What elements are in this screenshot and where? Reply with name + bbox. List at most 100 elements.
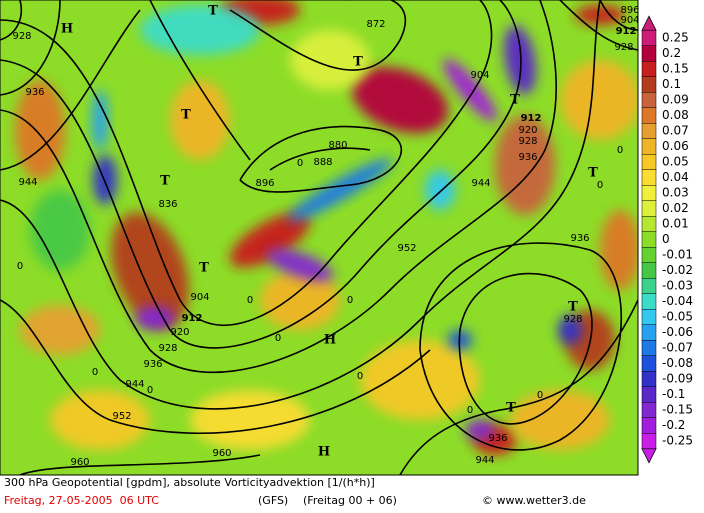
field-blob [465, 420, 495, 440]
contour-label: 936 [25, 87, 44, 98]
contour-label: 952 [397, 243, 416, 254]
contour-line [399, 299, 638, 475]
field-blob [600, 210, 638, 290]
colorbar-label: -0.03 [662, 279, 693, 293]
colorbar-swatch [641, 107, 657, 124]
colorbar-swatch [641, 355, 657, 372]
contour-label: 0 [92, 367, 98, 378]
colorbar-swatch [641, 340, 657, 356]
field-blob [510, 390, 610, 450]
caption-model: (GFS) [258, 494, 288, 507]
colorbar-label: 0 [662, 232, 670, 246]
colorbar-swatch [641, 92, 657, 108]
field-blob [360, 340, 480, 420]
contour-label: 912 [182, 313, 203, 324]
contour-label: 0 [537, 390, 543, 401]
field-blob [50, 390, 150, 450]
pressure-center: H [61, 22, 73, 37]
colorbar-swatch [641, 417, 657, 434]
contour-label: 0 [467, 405, 473, 416]
colorbar-label: 0.08 [662, 108, 689, 122]
pressure-center: T [208, 4, 218, 19]
contour-line [149, 0, 251, 161]
pressure-center: T [506, 401, 516, 416]
geopotential-contours [0, 0, 638, 475]
colorbar-label: -0.01 [662, 248, 693, 262]
contour-label: 928 [518, 136, 537, 147]
field-blob [111, 212, 189, 328]
colorbar-label: 0.01 [662, 217, 689, 231]
contour-line [269, 147, 371, 171]
colorbar: 0.250.2 0.150.1 0.090.08 0.070.06 0.050.04 0.… [641, 15, 693, 464]
contour-line [0, 0, 61, 96]
field-blob [443, 58, 497, 122]
contour-label: 888 [313, 157, 332, 168]
caption-run: (Freitag 00 + 06) [303, 494, 397, 507]
field-blob [266, 248, 334, 282]
colorbar-label: -0.05 [662, 310, 693, 324]
caption-copyright: © www.wetter3.de [482, 494, 586, 507]
colorbar-label: 0.05 [662, 155, 689, 169]
contour-label: 0 [297, 158, 303, 169]
contour-label: 960 [70, 457, 89, 468]
contour-label: 0 [617, 145, 623, 156]
caption: 300 hPa Geopotential [gpdm], absolute Vo… [4, 476, 586, 507]
pressure-center: T [353, 55, 363, 70]
contour-label: 904 [620, 15, 639, 26]
contour-label: 960 [212, 448, 231, 459]
contour-line [229, 0, 407, 71]
colorbar-arrow-top [641, 15, 657, 31]
contour-line [0, 0, 22, 41]
pressure-center: T [160, 174, 170, 189]
vorticity-field [0, 0, 638, 475]
contour-label: 928 [563, 314, 582, 325]
contour-label: 928 [614, 42, 633, 53]
field-blob [230, 212, 310, 268]
contour-label: 936 [143, 359, 162, 370]
colorbar-swatch [641, 216, 657, 232]
field-blob [15, 80, 65, 180]
contour-line [559, 0, 638, 51]
contour-label: 944 [471, 178, 490, 189]
colorbar-label: 0.07 [662, 124, 689, 138]
contour-label: 936 [518, 152, 537, 163]
field-blob [351, 67, 449, 133]
field-blob [260, 270, 340, 330]
colorbar-label: -0.15 [662, 403, 693, 417]
contour-label: 920 [170, 327, 189, 338]
contour-label: 836 [158, 199, 177, 210]
contour-label: 0 [275, 333, 281, 344]
map-frame [0, 0, 639, 476]
contour-label: 896 [255, 178, 274, 189]
contour-label: 912 [616, 26, 637, 37]
colorbar-label: -0.07 [662, 341, 693, 355]
contour-label: 944 [125, 379, 144, 390]
colorbar-swatch [641, 45, 657, 62]
contour-label: 928 [158, 343, 177, 354]
colorbar-swatch [641, 293, 657, 310]
contour-label: 952 [112, 411, 131, 422]
colorbar-label: 0.09 [662, 93, 689, 107]
caption-date: Freitag, 27-05-2005 06 UTC [4, 494, 159, 507]
contour-label: 936 [488, 433, 507, 444]
contour-label: 0 [17, 261, 23, 272]
colorbar-swatch [641, 76, 657, 93]
contour-line [0, 9, 141, 171]
field-blob [575, 5, 625, 25]
contour-line [0, 299, 431, 434]
contour-label: 0 [597, 180, 603, 191]
colorbar-swatch [641, 309, 657, 325]
field-blob [135, 306, 175, 330]
colorbar-swatch [641, 154, 657, 170]
colorbar-swatch [641, 123, 657, 139]
field-blob [92, 90, 108, 150]
colorbar-label: -0.08 [662, 356, 693, 370]
field-blob [560, 60, 638, 140]
colorbar-label: -0.02 [662, 263, 693, 277]
contour-label: 0 [247, 295, 253, 306]
colorbar-swatch [641, 61, 657, 77]
colorbar-label: 0.2 [662, 46, 681, 60]
